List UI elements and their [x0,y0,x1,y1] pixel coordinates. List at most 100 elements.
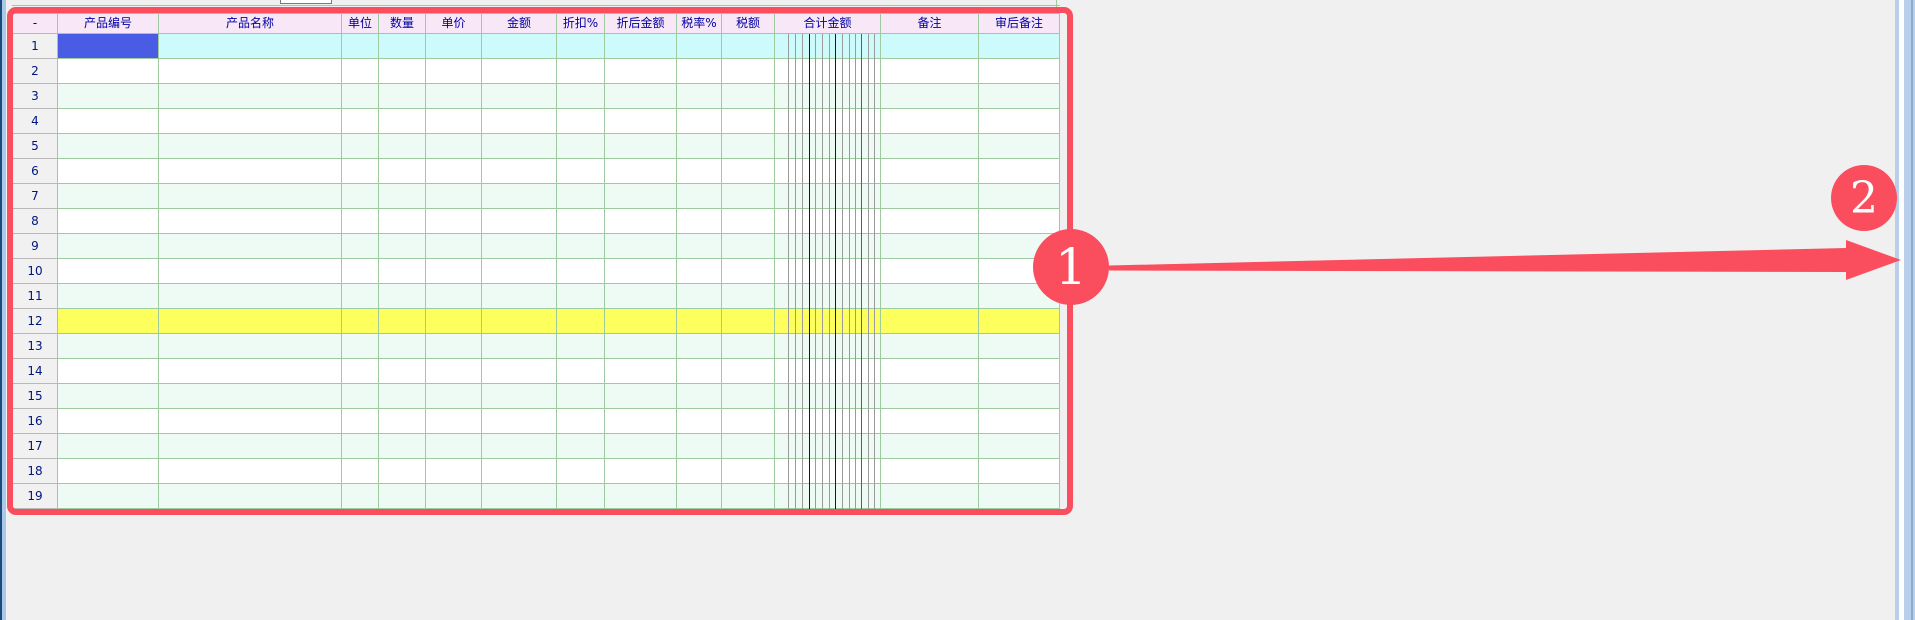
cell-remarks-row-16[interactable] [881,409,979,434]
cell-remarks-row-14[interactable] [881,359,979,384]
cell-discount-percent-row-12[interactable] [557,309,605,334]
cell-quantity-row-14[interactable] [379,359,426,384]
col-header-total-amount[interactable]: 合计金额 [775,14,881,34]
cell-amount-row-6[interactable] [482,159,557,184]
cell-unit-row-8[interactable] [342,209,379,234]
cell-post-audit-remarks-row-19[interactable] [979,484,1060,509]
cell-amount-row-2[interactable] [482,59,557,84]
col-header-tax-rate-percent[interactable]: 税率% [677,14,722,34]
row-number-5[interactable]: 5 [13,134,58,159]
cell-tax-amount-row-19[interactable] [722,484,775,509]
cell-total-amount-row-13[interactable] [775,334,881,359]
cell-discount-percent-row-13[interactable] [557,334,605,359]
cell-tax-amount-row-1[interactable] [722,34,775,59]
cell-unit-row-13[interactable] [342,334,379,359]
cell-post-audit-remarks-row-17[interactable] [979,434,1060,459]
cell-remarks-row-7[interactable] [881,184,979,209]
cell-product-code-row-15[interactable] [58,384,159,409]
cell-unit-price-row-17[interactable] [426,434,482,459]
cell-product-name-row-1[interactable] [159,34,342,59]
cell-quantity-row-9[interactable] [379,234,426,259]
cell-tax-rate-percent-row-3[interactable] [677,84,722,109]
cell-product-name-row-4[interactable] [159,109,342,134]
row-number-1[interactable]: 1 [13,34,58,59]
cell-unit-price-row-19[interactable] [426,484,482,509]
cell-total-amount-row-17[interactable] [775,434,881,459]
cell-tax-rate-percent-row-16[interactable] [677,409,722,434]
cell-product-name-row-10[interactable] [159,259,342,284]
row-number-15[interactable]: 15 [13,384,58,409]
cell-product-code-row-8[interactable] [58,209,159,234]
cell-quantity-row-10[interactable] [379,259,426,284]
cell-product-name-row-16[interactable] [159,409,342,434]
cell-product-name-row-14[interactable] [159,359,342,384]
cell-discounted-amount-row-6[interactable] [605,159,677,184]
cell-total-amount-row-11[interactable] [775,284,881,309]
cell-product-code-row-13[interactable] [58,334,159,359]
cell-total-amount-row-1[interactable] [775,34,881,59]
cell-discount-percent-row-3[interactable] [557,84,605,109]
cell-remarks-row-8[interactable] [881,209,979,234]
cell-product-name-row-13[interactable] [159,334,342,359]
cell-quantity-row-13[interactable] [379,334,426,359]
row-number-19[interactable]: 19 [13,484,58,509]
cell-remarks-row-6[interactable] [881,159,979,184]
cell-tax-amount-row-13[interactable] [722,334,775,359]
cell-discounted-amount-row-14[interactable] [605,359,677,384]
cell-total-amount-row-8[interactable] [775,209,881,234]
cell-remarks-row-4[interactable] [881,109,979,134]
row-number-6[interactable]: 6 [13,159,58,184]
cell-amount-row-11[interactable] [482,284,557,309]
cell-amount-row-19[interactable] [482,484,557,509]
cell-unit-price-row-7[interactable] [426,184,482,209]
cell-unit-row-3[interactable] [342,84,379,109]
cell-tax-rate-percent-row-11[interactable] [677,284,722,309]
cell-unit-price-row-10[interactable] [426,259,482,284]
col-header-discount-percent[interactable]: 折扣% [557,14,605,34]
cell-product-name-row-19[interactable] [159,484,342,509]
cell-amount-row-5[interactable] [482,134,557,159]
cell-unit-row-10[interactable] [342,259,379,284]
cell-unit-row-2[interactable] [342,59,379,84]
cell-remarks-row-18[interactable] [881,459,979,484]
cell-post-audit-remarks-row-18[interactable] [979,459,1060,484]
cell-unit-row-1[interactable] [342,34,379,59]
cell-remarks-row-9[interactable] [881,234,979,259]
cell-unit-row-14[interactable] [342,359,379,384]
cell-product-name-row-7[interactable] [159,184,342,209]
cell-post-audit-remarks-row-1[interactable] [979,34,1060,59]
cell-product-code-row-3[interactable] [58,84,159,109]
cell-post-audit-remarks-row-5[interactable] [979,134,1060,159]
cell-remarks-row-13[interactable] [881,334,979,359]
cell-product-name-row-17[interactable] [159,434,342,459]
cell-tax-rate-percent-row-5[interactable] [677,134,722,159]
cell-post-audit-remarks-row-6[interactable] [979,159,1060,184]
cell-discount-percent-row-4[interactable] [557,109,605,134]
cell-post-audit-remarks-row-11[interactable] [979,284,1060,309]
cell-product-name-row-11[interactable] [159,284,342,309]
cell-discounted-amount-row-9[interactable] [605,234,677,259]
cell-discounted-amount-row-4[interactable] [605,109,677,134]
cell-discount-percent-row-9[interactable] [557,234,605,259]
cell-total-amount-row-10[interactable] [775,259,881,284]
cell-tax-rate-percent-row-14[interactable] [677,359,722,384]
cell-remarks-row-5[interactable] [881,134,979,159]
cell-unit-price-row-12[interactable] [426,309,482,334]
cell-unit-price-row-15[interactable] [426,384,482,409]
col-header-tax-amount[interactable]: 税额 [722,14,775,34]
cell-tax-rate-percent-row-17[interactable] [677,434,722,459]
cell-total-amount-row-15[interactable] [775,384,881,409]
cell-quantity-row-15[interactable] [379,384,426,409]
cell-tax-rate-percent-row-10[interactable] [677,259,722,284]
cell-quantity-row-4[interactable] [379,109,426,134]
cell-tax-rate-percent-row-15[interactable] [677,384,722,409]
col-header-product-code[interactable]: 产品编号 [58,14,159,34]
cell-unit-row-9[interactable] [342,234,379,259]
cell-unit-row-17[interactable] [342,434,379,459]
col-header-discounted-amount[interactable]: 折后金额 [605,14,677,34]
cell-unit-price-row-8[interactable] [426,209,482,234]
cell-product-name-row-12[interactable] [159,309,342,334]
cell-product-code-row-14[interactable] [58,359,159,384]
cell-discount-percent-row-14[interactable] [557,359,605,384]
cell-total-amount-row-12[interactable] [775,309,881,334]
